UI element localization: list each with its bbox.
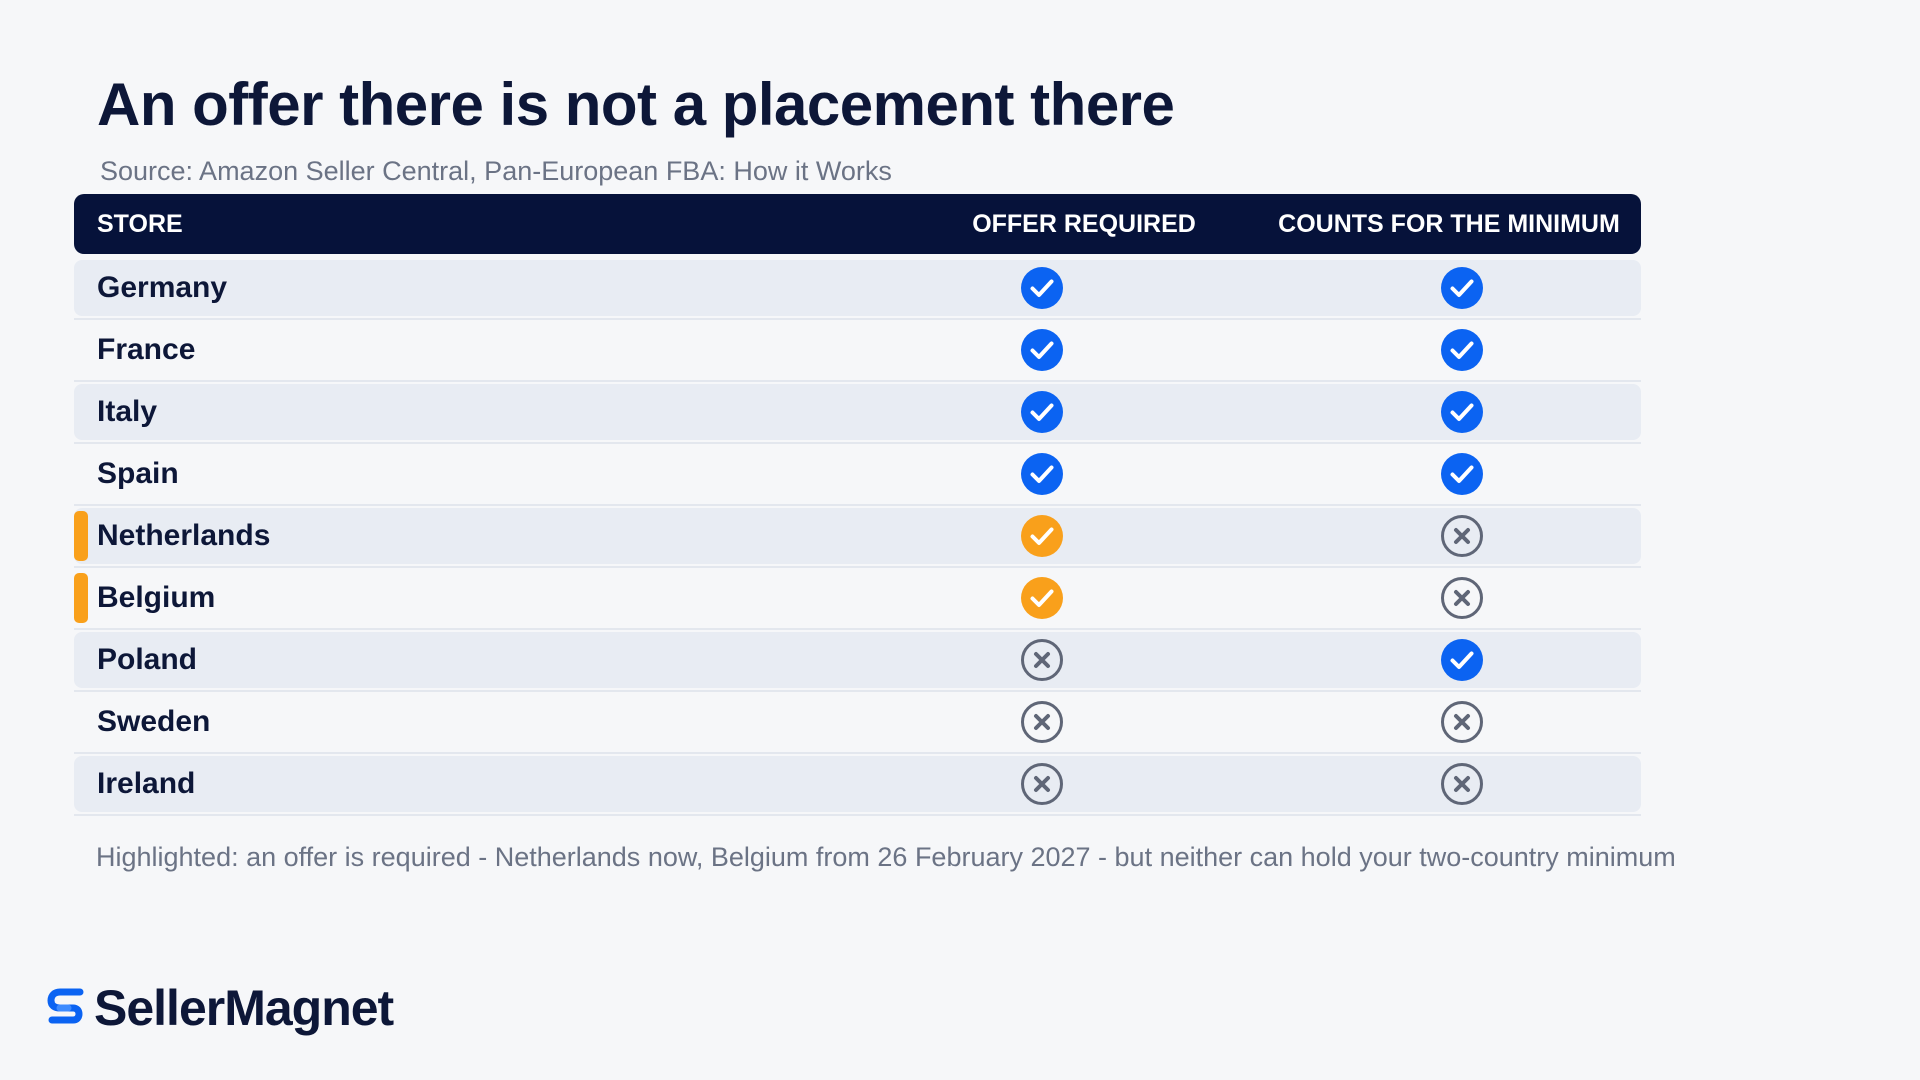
check-circle-orange-icon: [1020, 514, 1064, 558]
check-circle-blue-icon: [1020, 390, 1064, 434]
x-circle-gray-icon: [1020, 762, 1064, 806]
store-name: Germany: [97, 271, 228, 304]
table-row: Belgium: [74, 570, 1641, 632]
brand-logo: SellerMagnet: [46, 978, 394, 1038]
check-circle-blue-icon: [1020, 328, 1064, 372]
check-circle-blue-icon: [1020, 452, 1064, 496]
row-background: Poland: [74, 632, 1641, 688]
store-name: Poland: [97, 643, 198, 676]
row-background: Ireland: [74, 756, 1641, 812]
footnote: Highlighted: an offer is required - Neth…: [96, 842, 1676, 872]
x-circle-gray-icon: [1440, 762, 1484, 806]
x-circle-gray-icon: [1440, 514, 1484, 558]
row-background: Belgium: [74, 570, 1641, 626]
x-circle-gray-icon: [1440, 576, 1484, 620]
row-background: Spain: [74, 446, 1641, 502]
check-circle-blue-icon: [1440, 328, 1484, 372]
table-row: Spain: [74, 446, 1641, 508]
row-background: France: [74, 322, 1641, 378]
table-row: Sweden: [74, 694, 1641, 756]
table-body: Germany France Italy Spain Netherlands Belgiu…: [74, 260, 1641, 818]
x-circle-gray-icon: [1440, 700, 1484, 744]
row-background: Italy: [74, 384, 1641, 440]
x-circle-gray-icon: [1020, 700, 1064, 744]
highlight-marker: [74, 573, 88, 623]
stores-table: STORE OFFER REQUIRED COUNTS FOR THE MINI…: [74, 194, 1641, 818]
x-circle-gray-icon: [1020, 638, 1064, 682]
table-row: Poland: [74, 632, 1641, 694]
check-circle-orange-icon: [1020, 576, 1064, 620]
store-name: Ireland: [97, 767, 196, 800]
page-title: An offer there is not a placement there: [97, 71, 1175, 138]
table-header: STORE OFFER REQUIRED COUNTS FOR THE MINI…: [74, 194, 1641, 254]
check-circle-blue-icon: [1440, 452, 1484, 496]
check-circle-blue-icon: [1020, 266, 1064, 310]
store-name: Italy: [97, 395, 158, 428]
row-background: Germany: [74, 260, 1641, 316]
store-name: France: [97, 333, 196, 366]
store-name: Spain: [97, 457, 179, 490]
sellermagnet-logo-icon: [46, 986, 88, 1030]
store-name: Netherlands: [97, 519, 271, 552]
table-row: Netherlands: [74, 508, 1641, 570]
check-circle-blue-icon: [1440, 266, 1484, 310]
table-row: France: [74, 322, 1641, 384]
table-row: Ireland: [74, 756, 1641, 818]
table-row: Germany: [74, 260, 1641, 322]
store-name: Belgium: [97, 581, 216, 614]
table-row: Italy: [74, 384, 1641, 446]
header-counts-for-minimum: COUNTS FOR THE MINIMUM: [1278, 210, 1620, 238]
header-offer-required: OFFER REQUIRED: [972, 210, 1196, 238]
highlight-marker: [74, 511, 88, 561]
row-background: Sweden: [74, 694, 1641, 750]
source-note: Source: Amazon Seller Central, Pan-Europ…: [100, 156, 892, 186]
logo-text: SellerMagnet: [94, 980, 394, 1036]
store-name: Sweden: [97, 705, 211, 738]
check-circle-blue-icon: [1440, 638, 1484, 682]
row-background: Netherlands: [74, 508, 1641, 564]
check-circle-blue-icon: [1440, 390, 1484, 434]
header-store: STORE: [97, 210, 183, 238]
